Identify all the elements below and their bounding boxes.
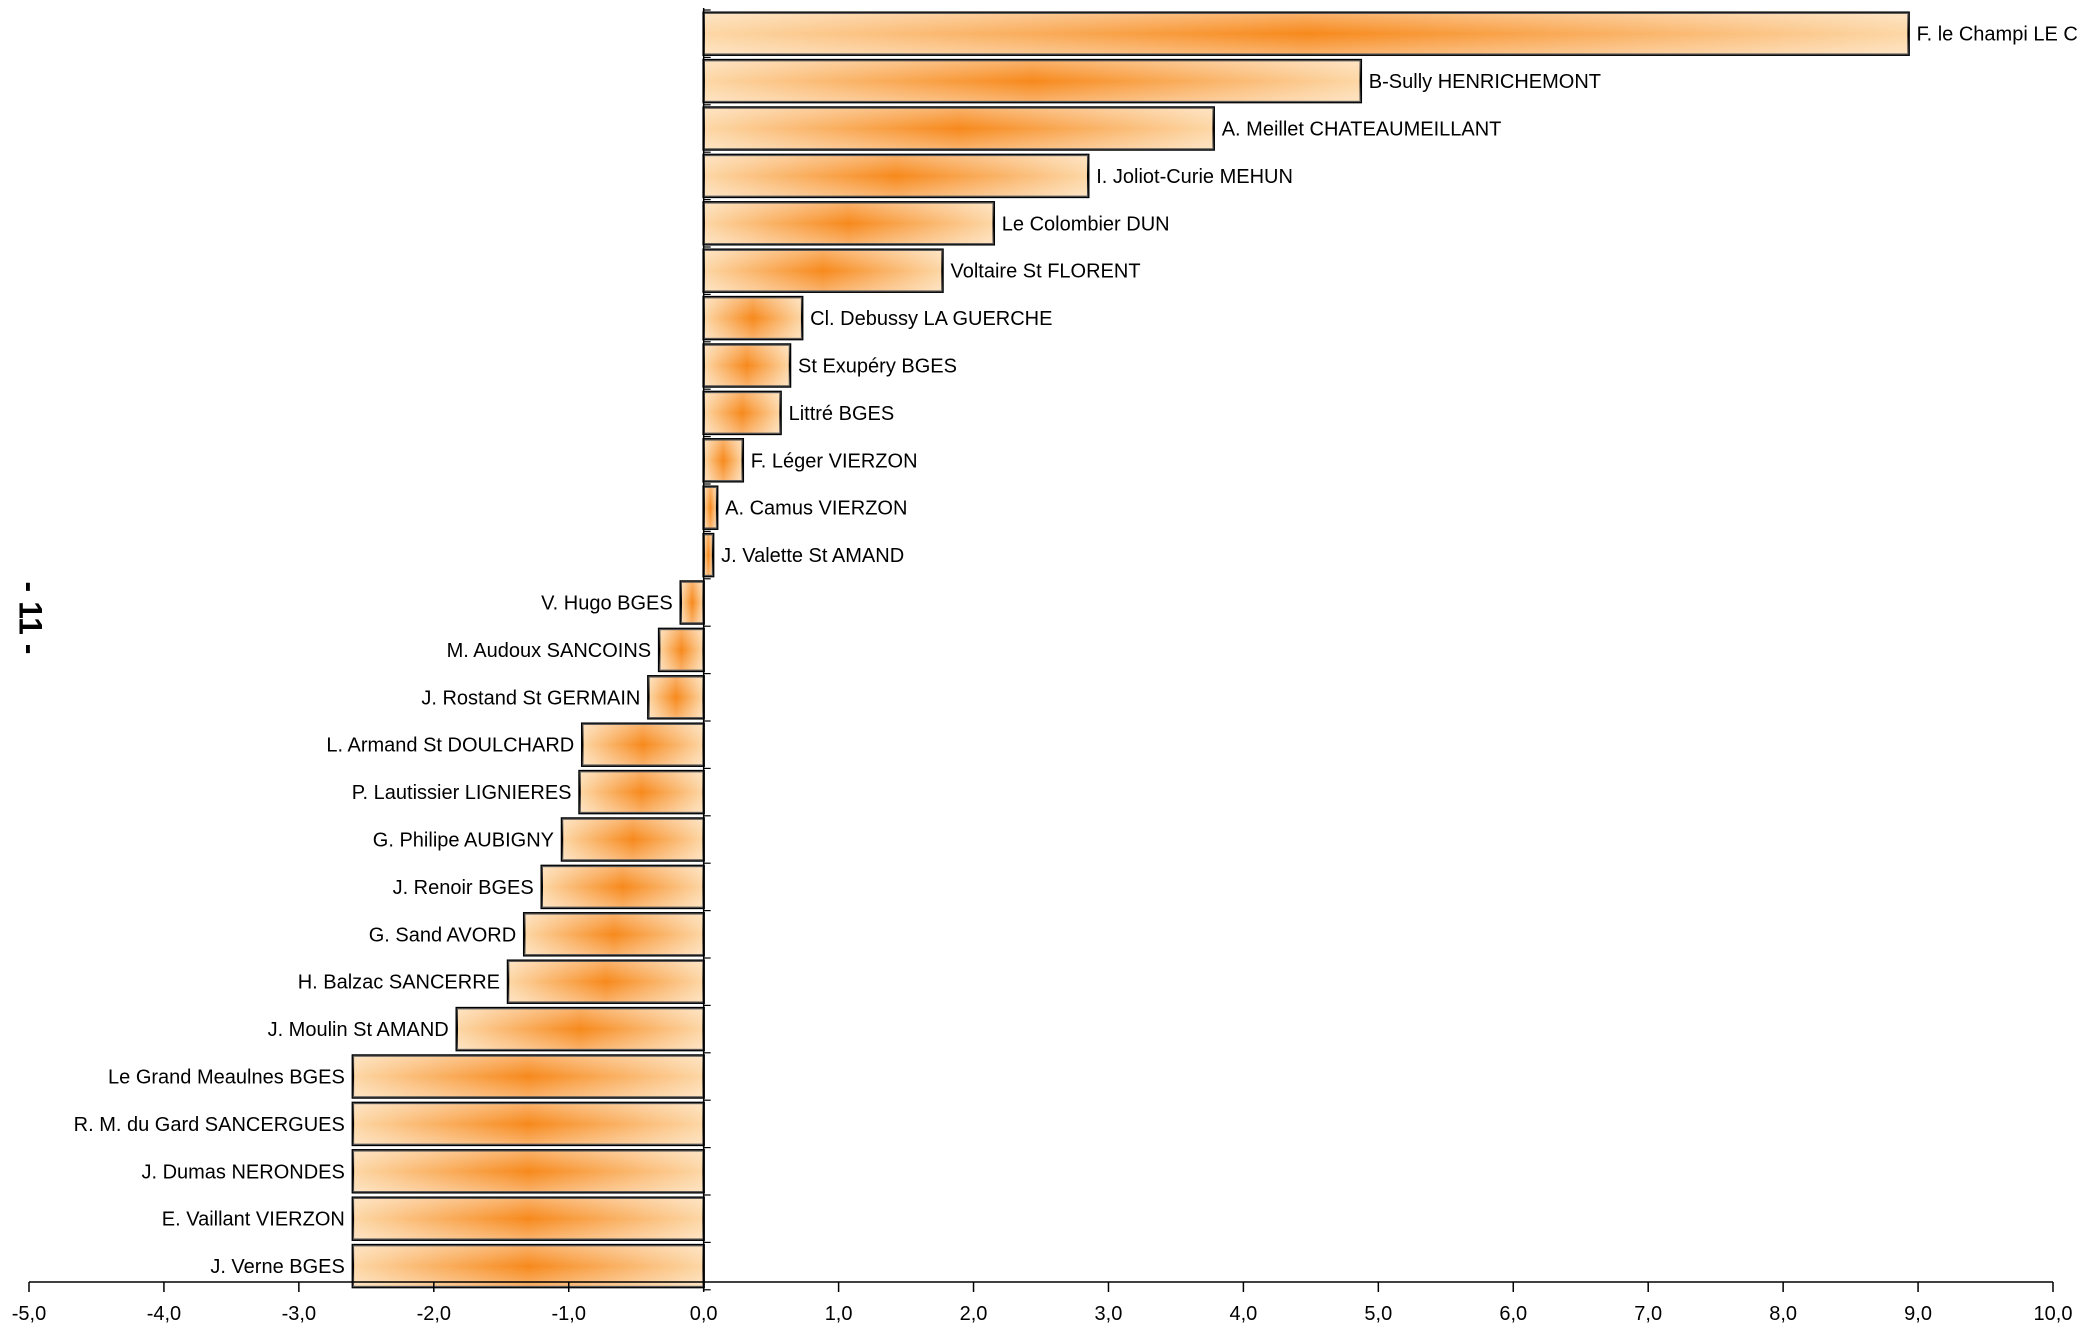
bar-label: Littré BGES [789,403,895,425]
bar-sheen [352,1197,704,1240]
bar-sheen [703,297,803,340]
x-tick-label: 2,0 [960,1303,988,1325]
x-tick-label: 0,0 [690,1303,718,1325]
bar-sheen [582,723,704,766]
bar-sheen [648,676,704,719]
bar-label: R. M. du Gard SANCERGUES [74,1114,345,1136]
x-tick-label: 3,0 [1095,1303,1123,1325]
bar-label: St Exupéry BGES [798,356,957,378]
bar-sheen [680,581,704,624]
x-axis: -5,0 -4,0 -3,0 -2,0 -1,0 0,0 1,0 2,0 3,0 4,0 5,0 6,… [12,8,2073,1325]
bar-label: G. Philipe AUBIGNY [373,830,554,852]
bar-sheen [352,1245,704,1288]
bar-labels: F. le Champi LE CHATELET B-Sully HENRICHE… [74,24,2078,1278]
bar-label: B-Sully HENRICHEMONT [1369,71,1601,93]
x-tick-label: -5,0 [12,1303,46,1325]
x-tick-label: -1,0 [551,1303,585,1325]
bar-label: G. Sand AVORD [369,924,516,946]
bar-label: M. Audoux SANCOINS [447,640,652,662]
bar-sheen [703,534,714,577]
bar-label: J. Rostand St GERMAIN [421,687,640,709]
bar-label: J. Dumas NERONDES [141,1161,344,1183]
bar-sheen [352,1055,704,1098]
x-tick-label: 8,0 [1769,1303,1797,1325]
bar-label: E. Vaillant VIERZON [162,1209,345,1231]
x-tick-label: 7,0 [1634,1303,1662,1325]
x-tick-label: -4,0 [147,1303,181,1325]
bar-label: J. Verne BGES [210,1256,345,1278]
bar-sheen [508,960,704,1003]
bar-label: A. Meillet CHATEAUMEILLANT [1222,119,1502,141]
x-tick-label: -2,0 [417,1303,451,1325]
bar-label: Voltaire St FLORENT [950,261,1140,283]
x-tick-label: 1,0 [825,1303,853,1325]
bar-label: F. Léger VIERZON [751,450,918,472]
bar-sheen [352,1102,704,1145]
bar-sheen [703,391,781,434]
bar-sheen [703,486,718,529]
bar-sheen [703,107,1214,150]
bar-sheen [352,1150,704,1193]
bar-sheen [659,628,704,671]
bar-sheen [579,771,704,814]
bar-label: A. Camus VIERZON [725,498,907,520]
x-tick-label: 4,0 [1229,1303,1257,1325]
bar-label: V. Hugo BGES [541,593,673,615]
bar-sheen [703,249,943,292]
bar-label: I. Joliot-Curie MEHUN [1096,166,1293,188]
bar-label: J. Renoir BGES [393,877,534,899]
bar-sheen [703,154,1089,197]
bar-sheen [703,439,743,482]
bar-sheen [703,60,1361,103]
bar-label: Le Grand Meaulnes BGES [108,1067,345,1089]
x-tick-label: 5,0 [1364,1303,1392,1325]
bar-label: J. Valette St AMAND [721,545,904,567]
bar-label: H. Balzac SANCERRE [298,972,500,994]
bar-label: Le Colombier DUN [1002,213,1170,235]
bar-sheen [703,12,1909,55]
bar-label: P. Lautissier LIGNIERES [352,782,572,804]
bar-label: J. Moulin St AMAND [268,1019,449,1041]
bar-label: Cl. Debussy LA GUERCHE [810,308,1052,330]
bar-sheen [456,1008,704,1051]
bar-label: L. Armand St DOULCHARD [326,735,574,757]
x-tick-label: 9,0 [1904,1303,1932,1325]
bar-sheen [541,865,704,908]
bar-sheen [561,818,704,861]
bar-sheen [524,913,704,956]
bar-sheen [703,202,994,245]
bars-layer [351,11,1910,1289]
x-tick-label: -3,0 [282,1303,316,1325]
bar-label: F. le Champi LE CHATELET [1917,24,2078,46]
bar-sheen [703,344,791,387]
x-tick-label: 10,0 [2034,1303,2073,1325]
x-tick-label: 6,0 [1499,1303,1527,1325]
